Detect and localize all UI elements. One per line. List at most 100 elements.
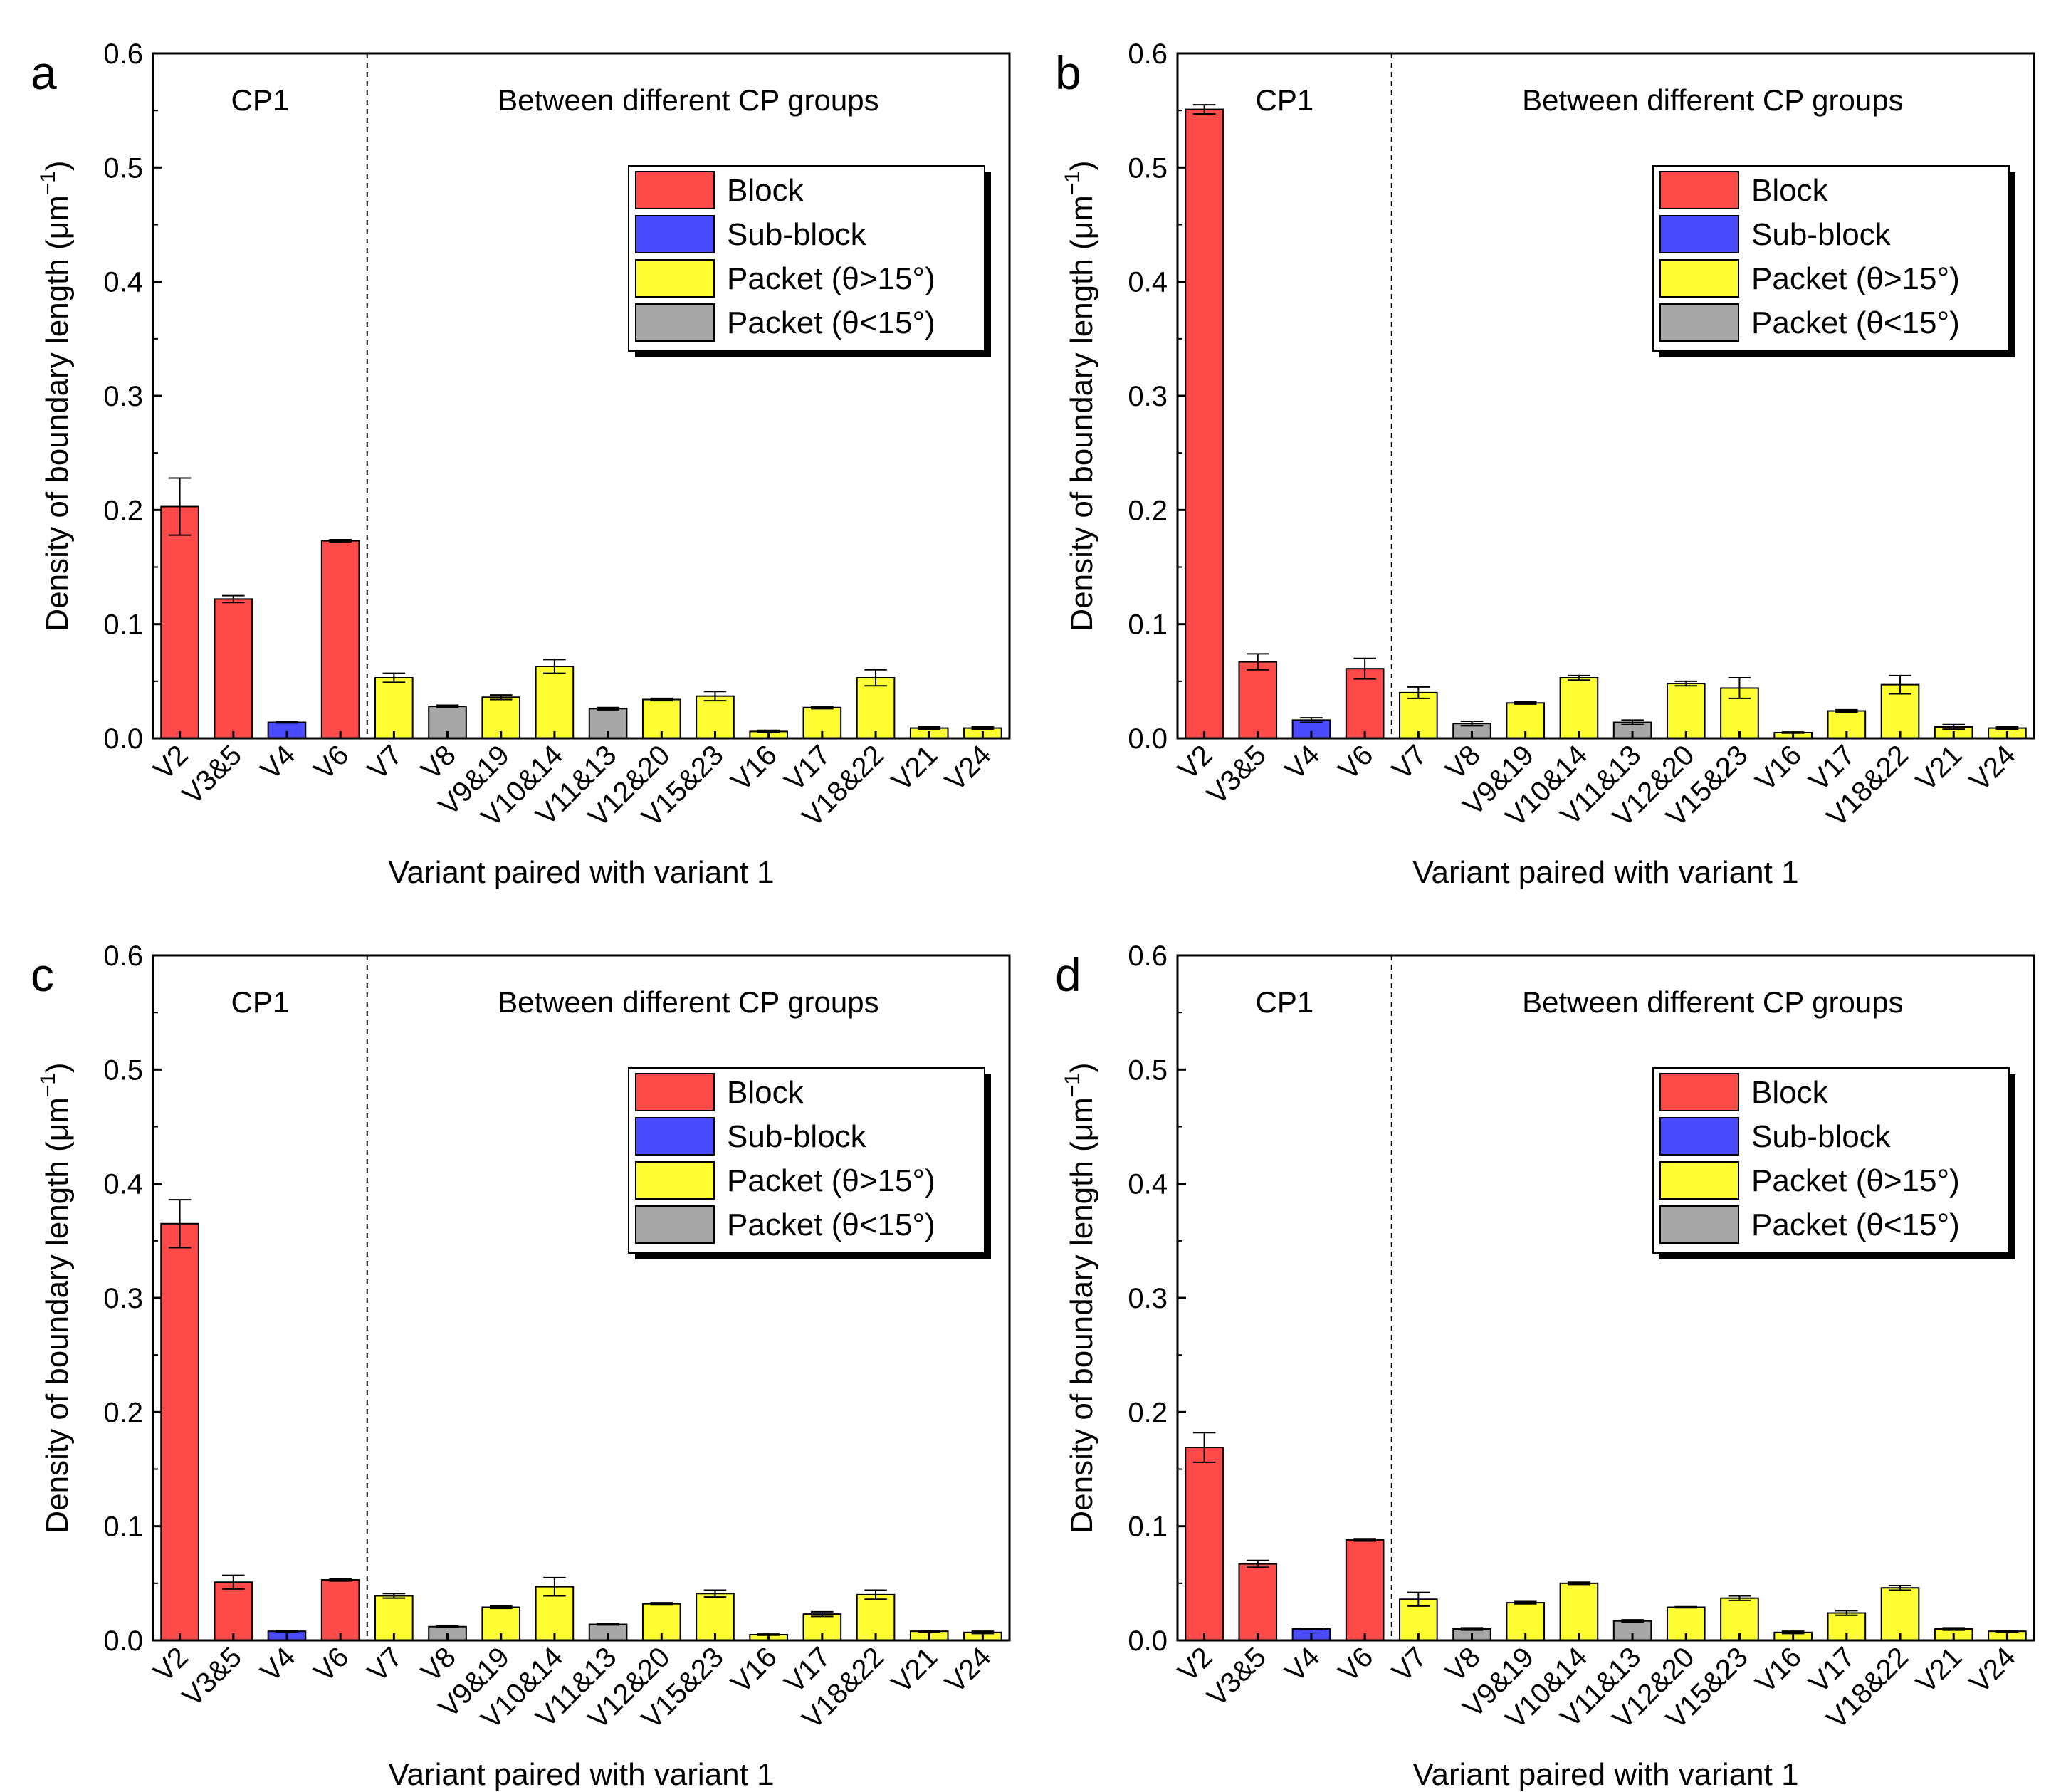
error-bar-V12&20 — [1674, 1605, 1698, 1609]
error-bar-V7 — [382, 672, 406, 683]
y-tick-label: 0.6 — [103, 940, 143, 972]
error-bar-V8 — [1460, 1627, 1484, 1631]
error-bar-V21 — [918, 1630, 941, 1633]
y-tick-label: 0.4 — [103, 267, 143, 298]
y-tick-label: 0.2 — [1128, 1397, 1168, 1428]
y-tick-label: 0.0 — [103, 1625, 143, 1657]
legend-label-block: Block — [727, 173, 804, 208]
error-bar-V3&5 — [221, 1574, 245, 1590]
bar-V6 — [320, 1579, 360, 1642]
x-tick-label: V24 — [1963, 739, 2021, 797]
x-tick-label: V4 — [255, 739, 302, 786]
legend-swatch-packet_hi — [635, 259, 715, 298]
y-tick-label: 0.6 — [1128, 940, 1168, 972]
bar-V7 — [374, 677, 414, 739]
legend-swatch-packet_lo — [635, 303, 715, 342]
x-tick-label: V7 — [1386, 1641, 1433, 1688]
legend-label-block: Block — [727, 1075, 804, 1110]
error-bar-V18&22 — [864, 669, 887, 687]
error-bar-V11&13 — [1621, 719, 1644, 725]
y-tick-label: 0.3 — [1128, 1283, 1168, 1314]
bar-V6 — [320, 540, 360, 740]
x-tick-label: V6 — [308, 739, 355, 786]
error-bar-V10&14 — [543, 659, 566, 674]
legend-swatch-packet_hi — [635, 1161, 715, 1200]
legend-swatch-packet_hi — [1659, 1161, 1739, 1200]
legend-label-subblock: Sub-block — [727, 217, 867, 252]
bar-V7 — [374, 1595, 414, 1641]
region-label-cp1: CP1 — [1256, 985, 1314, 1019]
error-bar-V4 — [1300, 1628, 1323, 1630]
error-bar-V21 — [1942, 723, 1966, 730]
error-bar-V15&23 — [1728, 677, 1751, 699]
x-tick-label: V24 — [939, 739, 997, 797]
region-label-cp1: CP1 — [1256, 83, 1314, 117]
error-bar-V2 — [168, 1199, 192, 1249]
x-tick-label: V6 — [308, 1641, 355, 1688]
y-axis-title: Density of boundary length (μm−1) — [36, 1062, 75, 1533]
region-label-between: Between different CP groups — [1522, 985, 1903, 1019]
x-axis-title: Variant paired with variant 1 — [388, 855, 774, 890]
legend: Block Sub-block Packet (θ>15°) Packet (θ<15… — [1652, 165, 2015, 357]
chart-panel-a: a CP1 Between different CP groups 0.0 0.1 0.2… — [31, 38, 1011, 890]
x-axis-title: Variant paired with variant 1 — [388, 1757, 774, 1792]
x-tick-label: V16 — [725, 1641, 783, 1699]
error-bar-V17 — [811, 1610, 834, 1618]
plot-frame — [152, 954, 1011, 1642]
y-tick-label: 0.5 — [103, 152, 143, 184]
x-tick-label: V21 — [886, 1641, 943, 1699]
legend: Block Sub-block Packet (θ>15°) Packet (θ<15… — [1652, 1067, 2015, 1259]
panel-letter: c — [31, 948, 54, 1001]
x-tick-label: V7 — [362, 739, 409, 786]
x-tick-label: V16 — [1750, 1641, 1808, 1699]
x-tick-label: V21 — [886, 739, 943, 797]
error-bar-V7 — [1407, 1591, 1430, 1607]
region-label-cp1: CP1 — [231, 985, 290, 1019]
region-label-between: Between different CP groups — [498, 985, 878, 1019]
error-bar-V9&19 — [1514, 1600, 1537, 1605]
bar-V2 — [1185, 108, 1224, 739]
y-tick-label: 0.6 — [103, 38, 143, 70]
legend-label-packet_lo: Packet (θ<15°) — [1751, 1207, 1960, 1242]
error-bar-V9&19 — [1514, 701, 1537, 705]
bar-V2 — [160, 505, 199, 739]
error-bar-V24 — [971, 725, 995, 730]
x-tick-label: V6 — [1333, 739, 1380, 786]
bar-V10&14 — [1559, 1582, 1599, 1641]
error-bar-V10&14 — [1568, 674, 1590, 681]
legend-label-packet_lo: Packet (θ<15°) — [1751, 305, 1960, 340]
error-bar-V17 — [1835, 1610, 1858, 1616]
y-axis-title-close: ) — [40, 1062, 75, 1073]
error-bar-V2 — [1192, 104, 1216, 115]
error-bar-V4 — [276, 1630, 298, 1633]
x-tick-label: V7 — [362, 1641, 409, 1688]
region-label-cp1: CP1 — [231, 83, 290, 117]
y-tick-label: 0.3 — [103, 381, 143, 412]
legend-swatch-packet_lo — [1659, 303, 1739, 342]
x-tick-label: V6 — [1333, 1641, 1380, 1688]
y-tick-label: 0.0 — [1128, 1625, 1168, 1657]
chart-panel-d: d CP1 Between different CP groups 0.0 0.1 0.2… — [1055, 940, 2035, 1792]
error-bar-V4 — [1300, 717, 1323, 723]
y-tick-label: 0.4 — [1128, 1169, 1168, 1200]
bar-V3&5 — [214, 1581, 253, 1641]
error-bar-V12&20 — [650, 1602, 673, 1606]
error-bar-V10&14 — [1568, 1581, 1590, 1586]
bar-V17 — [1827, 710, 1867, 740]
error-bar-V15&23 — [703, 1589, 727, 1598]
plot-frame — [152, 52, 1011, 740]
error-bar-V3&5 — [1246, 1559, 1269, 1568]
y-axis-title-text: Density of boundary length (μm — [1064, 195, 1099, 631]
y-axis-title: Density of boundary length (μm−1) — [1061, 1062, 1099, 1533]
y-tick-label: 0.5 — [1128, 1054, 1168, 1086]
y-tick-label: 0.0 — [103, 723, 143, 755]
error-bar-V8 — [1460, 720, 1484, 727]
error-bar-V18&22 — [1889, 1585, 1911, 1591]
legend-swatch-subblock — [1659, 1117, 1739, 1156]
legend-label-block: Block — [1751, 173, 1829, 208]
x-tick-label: V24 — [939, 1641, 997, 1699]
error-bar-V2 — [168, 477, 192, 536]
y-axis-title-sup: −1 — [1061, 1073, 1084, 1097]
bar-V18&22 — [1880, 1587, 1920, 1641]
